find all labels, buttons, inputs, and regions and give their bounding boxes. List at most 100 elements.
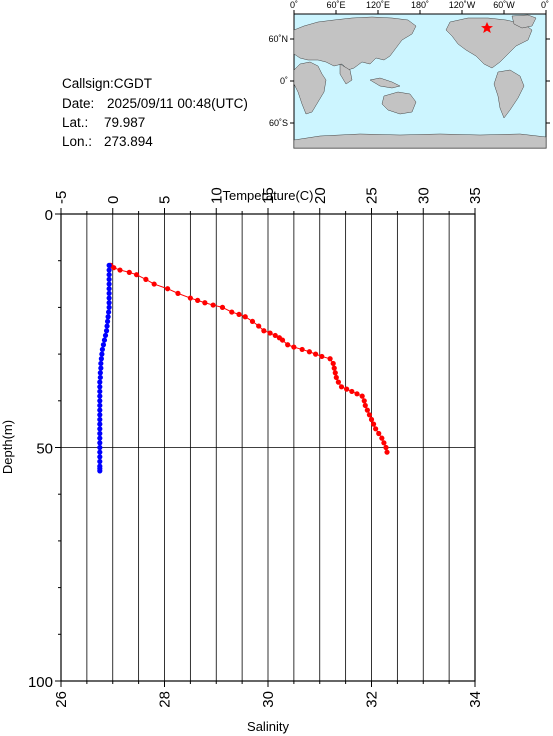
- salinity-point: [97, 468, 103, 474]
- salinity-point: [104, 318, 111, 325]
- station-marker: [481, 22, 493, 33]
- salinity-point: [97, 370, 103, 376]
- station-info: Callsign:CGDT Date: 2025/09/11 00:48(UTC…: [62, 76, 248, 149]
- temperature-point: [319, 353, 325, 360]
- temperature-point: [210, 302, 216, 308]
- land-eurasia: [293, 16, 417, 71]
- temperature-point: [117, 267, 123, 273]
- date-label: Date:: [62, 96, 94, 111]
- temperature-point: [242, 314, 248, 320]
- salinity-tick-label: 34: [467, 691, 484, 708]
- temperature-point: [299, 346, 305, 353]
- temperature-tick-label: 20: [312, 187, 329, 204]
- temperature-point: [384, 449, 390, 455]
- salinity-point: [106, 281, 112, 287]
- temperature-point: [344, 386, 350, 392]
- salinity-point: [100, 342, 107, 348]
- salinity-point: [98, 365, 104, 371]
- salinity-tick-label: 26: [53, 691, 70, 708]
- temperature-point: [143, 276, 149, 282]
- salinity-point: [97, 430, 103, 437]
- temperature-point: [272, 332, 278, 339]
- salinity-ticks: 26 28 30 32 34: [53, 681, 484, 708]
- salinity-point: [97, 402, 103, 409]
- salinity-point: [106, 276, 112, 282]
- salinity-point: [99, 346, 105, 353]
- temperature-tick-label: 35: [467, 187, 484, 204]
- salinity-tick-label: 28: [157, 691, 174, 708]
- salinity-point: [106, 290, 112, 296]
- temperature-point: [261, 328, 267, 334]
- depth-axis-label: Depth(m): [0, 420, 15, 474]
- salinity-point: [106, 309, 112, 315]
- salinity-point: [97, 458, 103, 465]
- temperature-tick-label: 5: [157, 196, 174, 204]
- grid-lines: [61, 214, 475, 681]
- map-left-labels: 60˚N 0˚ 60˚S: [268, 34, 288, 128]
- map-frame-ticks: [290, 10, 550, 124]
- temperature-point: [256, 323, 262, 329]
- temperature-point: [267, 330, 273, 336]
- temperature-point: [306, 349, 312, 355]
- land-india: [339, 63, 353, 85]
- temperature-point: [111, 265, 117, 271]
- map-top-labels: 0˚ 60˚E 120˚E 180˚ 120˚W 60˚W 0˚: [290, 0, 549, 10]
- land-greenland: [511, 14, 537, 29]
- temperature-point: [285, 342, 291, 348]
- land-south-america: [493, 69, 525, 119]
- salinity-point: [98, 360, 104, 367]
- salinity-tick-label: 30: [260, 691, 277, 708]
- salinity-point: [104, 323, 110, 329]
- map-land: [293, 14, 547, 149]
- temperature-point: [354, 391, 360, 397]
- map-lon-label: 60˚W: [493, 0, 515, 10]
- temperature-point: [187, 295, 193, 301]
- temperature-point: [335, 379, 341, 385]
- salinity-tick-label: 32: [364, 691, 381, 708]
- salinity-point: [99, 351, 105, 357]
- salinity-point: [97, 421, 103, 427]
- depth-tick-label: 100: [28, 674, 53, 691]
- callsign-text: Callsign:CGDT: [62, 76, 152, 91]
- temperature-point: [373, 426, 379, 432]
- salinity-point: [98, 356, 104, 362]
- salinity-point: [105, 314, 111, 320]
- temperature-point: [383, 444, 389, 451]
- temperature-point: [359, 393, 365, 399]
- salinity-point: [97, 449, 103, 455]
- temperature-point: [376, 430, 382, 437]
- temperature-point: [195, 297, 201, 303]
- salinity-point: [97, 379, 103, 385]
- temperature-ticks: -5 0 5 10 15 20 25 30 35: [53, 187, 484, 214]
- lon-label: Lon.:: [62, 134, 92, 149]
- land-australia: [381, 91, 417, 115]
- temperature-axis-label: Temperature(C): [222, 188, 313, 203]
- salinity-point: [97, 426, 103, 432]
- salinity-point: [97, 454, 103, 460]
- temperature-point: [364, 407, 370, 413]
- salinity-point: [102, 332, 109, 339]
- salinity-point: [106, 304, 112, 310]
- temperature-tick-label: 30: [415, 187, 432, 204]
- temperature-point: [370, 421, 377, 427]
- temperature-point: [333, 374, 339, 381]
- salinity-point: [97, 398, 103, 404]
- world-map: 0˚ 60˚E 120˚E 180˚ 120˚W 60˚W 0˚ 60˚N 0˚…: [268, 0, 550, 149]
- map-lat-label: 60˚S: [269, 118, 288, 128]
- temperature-point: [279, 337, 286, 343]
- salinity-point: [101, 337, 108, 343]
- salinity-point: [97, 416, 103, 423]
- series-layer: [97, 262, 390, 474]
- map-lat-label: 0˚: [280, 76, 288, 86]
- temperature-point: [338, 384, 345, 390]
- temperature-point: [379, 435, 385, 441]
- temperature-point: [236, 311, 242, 318]
- salinity-point: [106, 267, 112, 273]
- temperature-point: [349, 388, 355, 395]
- temperature-point: [175, 290, 181, 296]
- salinity-point: [106, 295, 112, 301]
- salinity-axis-label: Salinity: [247, 719, 289, 734]
- temperature-point: [362, 402, 368, 409]
